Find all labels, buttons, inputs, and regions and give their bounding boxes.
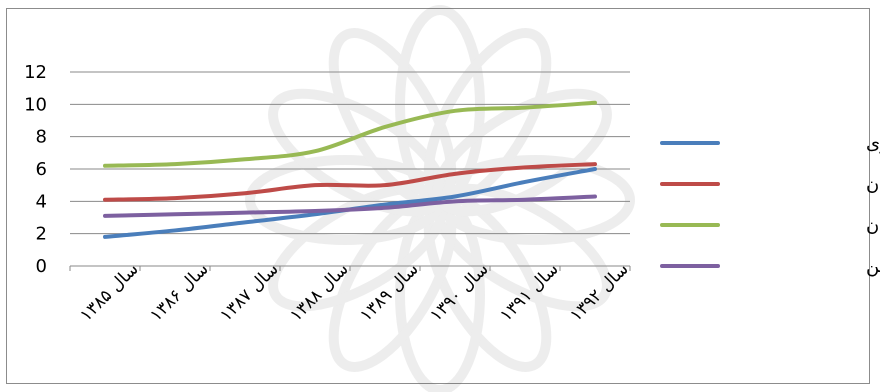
legend-label: شاغلین — [866, 256, 880, 277]
series-line — [103, 162, 597, 202]
y-tick-label: 2 — [36, 224, 47, 245]
legend-label: خارج از استان — [866, 174, 880, 195]
y-tick-label: 8 — [36, 127, 47, 148]
legend-label: داخل استان — [866, 215, 880, 236]
series-line — [103, 194, 597, 218]
x-tick-label: سال ۱۳۸۶ — [146, 259, 212, 325]
series-line — [103, 100, 597, 168]
y-tick-label: 6 — [36, 159, 47, 180]
y-tick-label: 0 — [36, 256, 47, 277]
y-tick-label: 10 — [24, 94, 47, 115]
x-tick-label: سال ۱۳۸۵ — [76, 259, 142, 325]
y-tick-label: 12 — [24, 62, 47, 83]
legend-label: سرمایه گذاری — [866, 132, 880, 154]
y-tick-label: 4 — [36, 191, 47, 212]
chart-frame — [6, 8, 870, 384]
